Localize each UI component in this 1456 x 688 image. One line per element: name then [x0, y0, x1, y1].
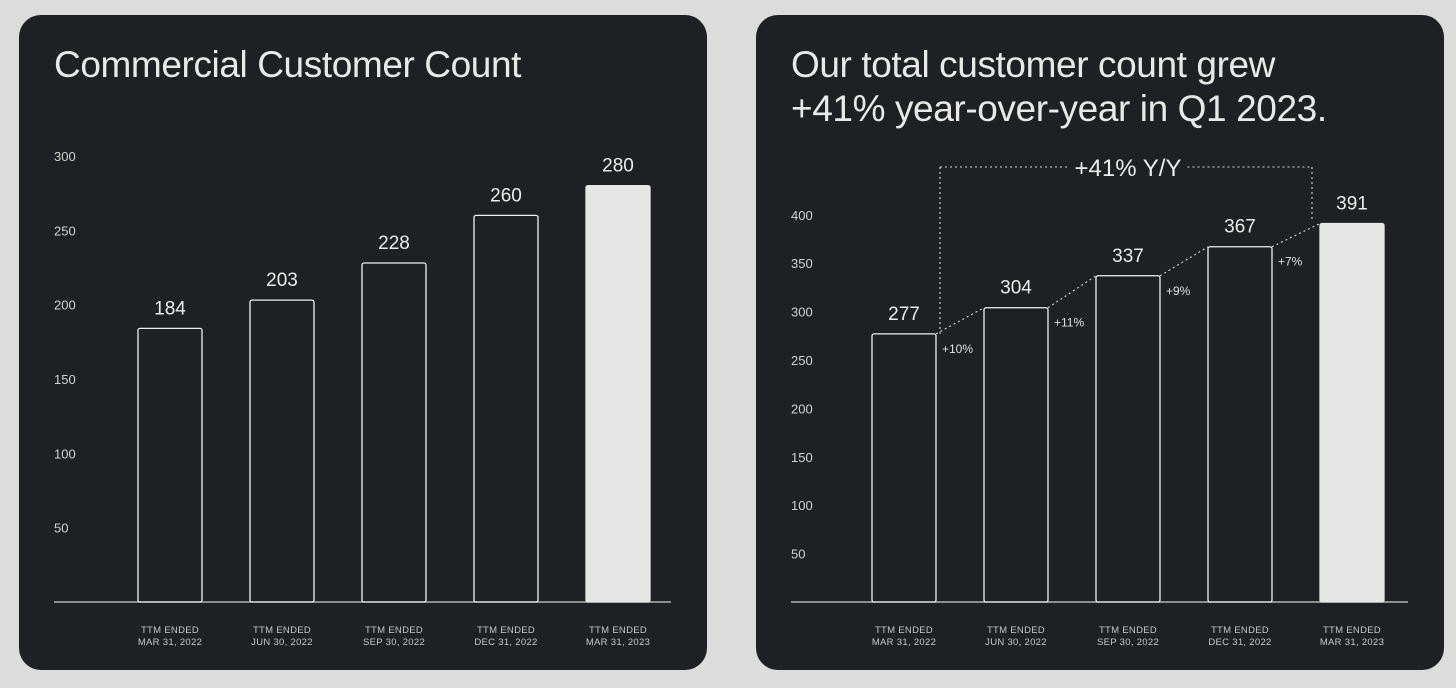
chart-title-line-2: +41% year-over-year in Q1 2023. [791, 88, 1327, 129]
category-label-line-1: TTM ENDED [875, 625, 933, 636]
chart-title-line-1: Our total customer count grew [791, 44, 1275, 85]
data-label: 280 [602, 156, 634, 177]
bar [1095, 275, 1161, 603]
y-tick-label: 200 [54, 298, 76, 313]
growth-connector [1271, 223, 1321, 248]
category-label-line-1: TTM ENDED [1211, 625, 1269, 636]
category-label-line-2: JUN 30, 2022 [985, 637, 1047, 648]
category-label-line-2: MAR 31, 2022 [138, 637, 202, 648]
bar [473, 214, 539, 603]
chart-title: Our total customer count grew +41% year-… [791, 43, 1327, 131]
category-label-line-2: JUN 30, 2022 [251, 637, 313, 648]
category-label-line-1: TTM ENDED [987, 625, 1045, 636]
category-label-line-1: TTM ENDED [1099, 625, 1157, 636]
bar [1207, 246, 1273, 603]
data-label: 184 [154, 298, 186, 319]
category-label-line-1: TTM ENDED [253, 625, 311, 636]
bar [361, 262, 427, 603]
data-label: 304 [1000, 278, 1032, 299]
growth-label: +10% [942, 342, 973, 356]
growth-label: +7% [1278, 255, 1303, 269]
y-tick-label: 100 [791, 498, 813, 513]
bar [137, 327, 203, 603]
commercial-customer-panel: Commercial Customer Count 50 100 150 200 250… [19, 15, 707, 670]
category-label-line-1: TTM ENDED [1323, 625, 1381, 636]
y-tick-label: 150 [54, 372, 76, 387]
category-label-line-2: DEC 31, 2022 [1208, 637, 1271, 648]
y-tick-label: 250 [54, 223, 76, 238]
category-label-line-2: DEC 31, 2022 [474, 637, 537, 648]
y-tick-label: 300 [54, 149, 76, 164]
y-tick-label: 300 [791, 305, 813, 320]
bar [585, 184, 651, 603]
category-label-line-2: SEP 30, 2022 [363, 637, 425, 648]
y-tick-label: 50 [791, 547, 805, 562]
growth-connector [1159, 246, 1209, 277]
data-label: 337 [1112, 246, 1144, 267]
category-label-line-2: SEP 30, 2022 [1097, 637, 1159, 648]
category-label-line-1: TTM ENDED [141, 625, 199, 636]
y-tick-label: 350 [791, 256, 813, 271]
category-label-line-1: TTM ENDED [477, 625, 535, 636]
data-label: 260 [490, 185, 522, 206]
category-label-line-1: TTM ENDED [365, 625, 423, 636]
chart-title: Commercial Customer Count [54, 44, 522, 85]
y-tick-label: 100 [54, 446, 76, 461]
y-tick-label: 250 [791, 353, 813, 368]
growth-connector [935, 307, 985, 335]
category-label-line-2: MAR 31, 2023 [1320, 637, 1384, 648]
bar [871, 333, 937, 603]
growth-label: +11% [1054, 316, 1084, 330]
total-customer-panel: Our total customer count grew +41% year-… [756, 15, 1444, 670]
bar [1319, 222, 1385, 603]
data-label: 228 [378, 233, 410, 254]
yoy-growth-label: +41% Y/Y [1075, 155, 1182, 182]
growth-connector [1047, 275, 1097, 309]
y-tick-label: 400 [791, 208, 813, 223]
growth-label: +9% [1166, 284, 1191, 298]
y-tick-label: 50 [54, 521, 68, 536]
category-label-line-1: TTM ENDED [589, 625, 647, 636]
bar [249, 299, 315, 603]
y-tick-label: 150 [791, 450, 813, 465]
data-label: 367 [1224, 217, 1256, 238]
category-label-line-2: MAR 31, 2022 [872, 637, 936, 648]
data-label: 277 [888, 304, 920, 325]
y-tick-label: 200 [791, 401, 813, 416]
data-label: 203 [266, 270, 298, 291]
bar [983, 307, 1049, 603]
data-label: 391 [1336, 194, 1368, 215]
category-label-line-2: MAR 31, 2023 [586, 637, 650, 648]
